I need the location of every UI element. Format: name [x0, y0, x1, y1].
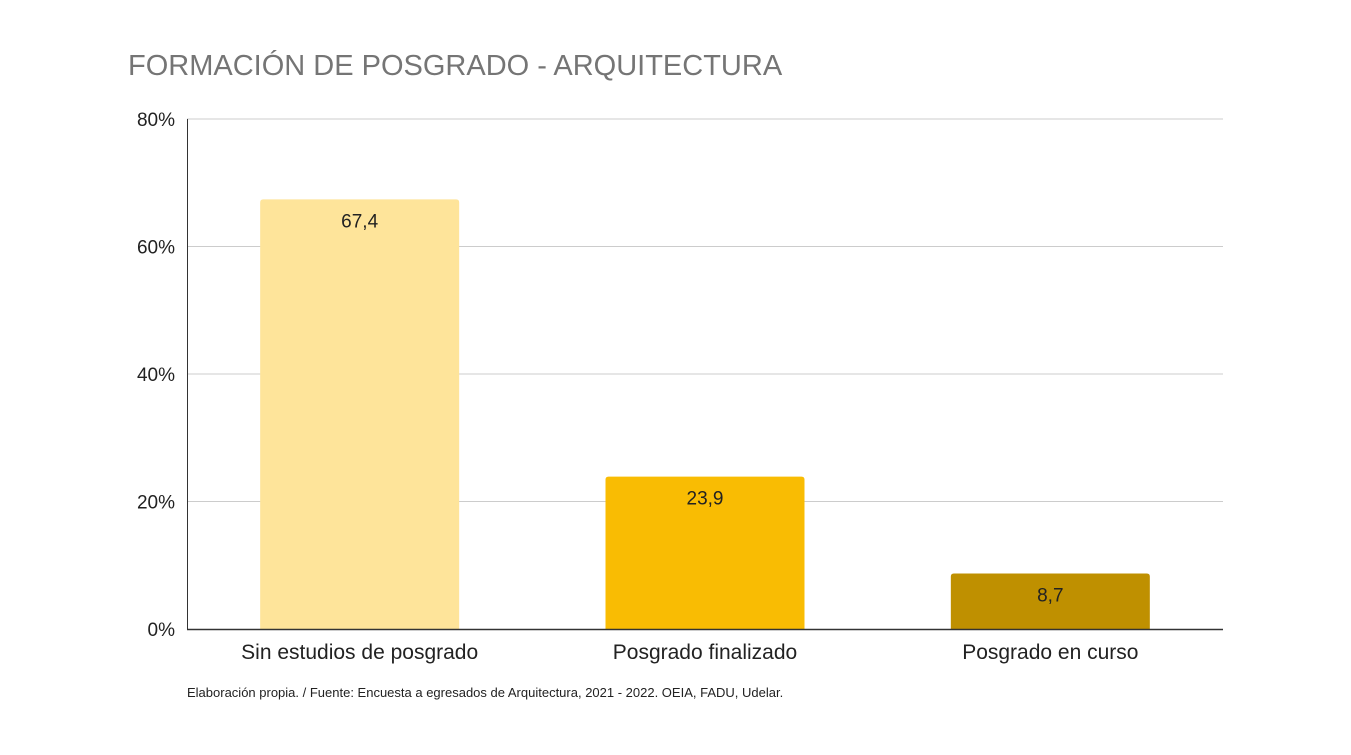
data-label: 8,7 — [1037, 586, 1063, 607]
y-tick-label: 40% — [137, 365, 175, 386]
chart-title: FORMACIÓN DE POSGRADO - ARQUITECTURA — [128, 50, 783, 82]
bar — [950, 573, 1150, 629]
y-tick-label: 0% — [148, 620, 176, 641]
x-category-label: Sin estudios de posgrado — [241, 641, 478, 664]
y-tick-label: 20% — [137, 493, 175, 514]
data-label: 67,4 — [341, 211, 378, 232]
bars — [260, 199, 1150, 629]
axes — [187, 119, 1223, 631]
labels: 0% 20% 40% 60% 80% 67,4 Sin estudios de posgra… — [137, 110, 1139, 664]
bar — [260, 199, 460, 629]
y-tick-label: 60% — [137, 238, 175, 259]
x-category-label: Posgrado finalizado — [613, 641, 797, 664]
bar — [605, 476, 805, 629]
x-category-label: Posgrado en curso — [962, 641, 1138, 664]
source-note: Elaboración propia. / Fuente: Encuesta a… — [187, 685, 784, 700]
y-tick-label: 80% — [137, 110, 175, 131]
data-label: 23,9 — [687, 489, 724, 510]
